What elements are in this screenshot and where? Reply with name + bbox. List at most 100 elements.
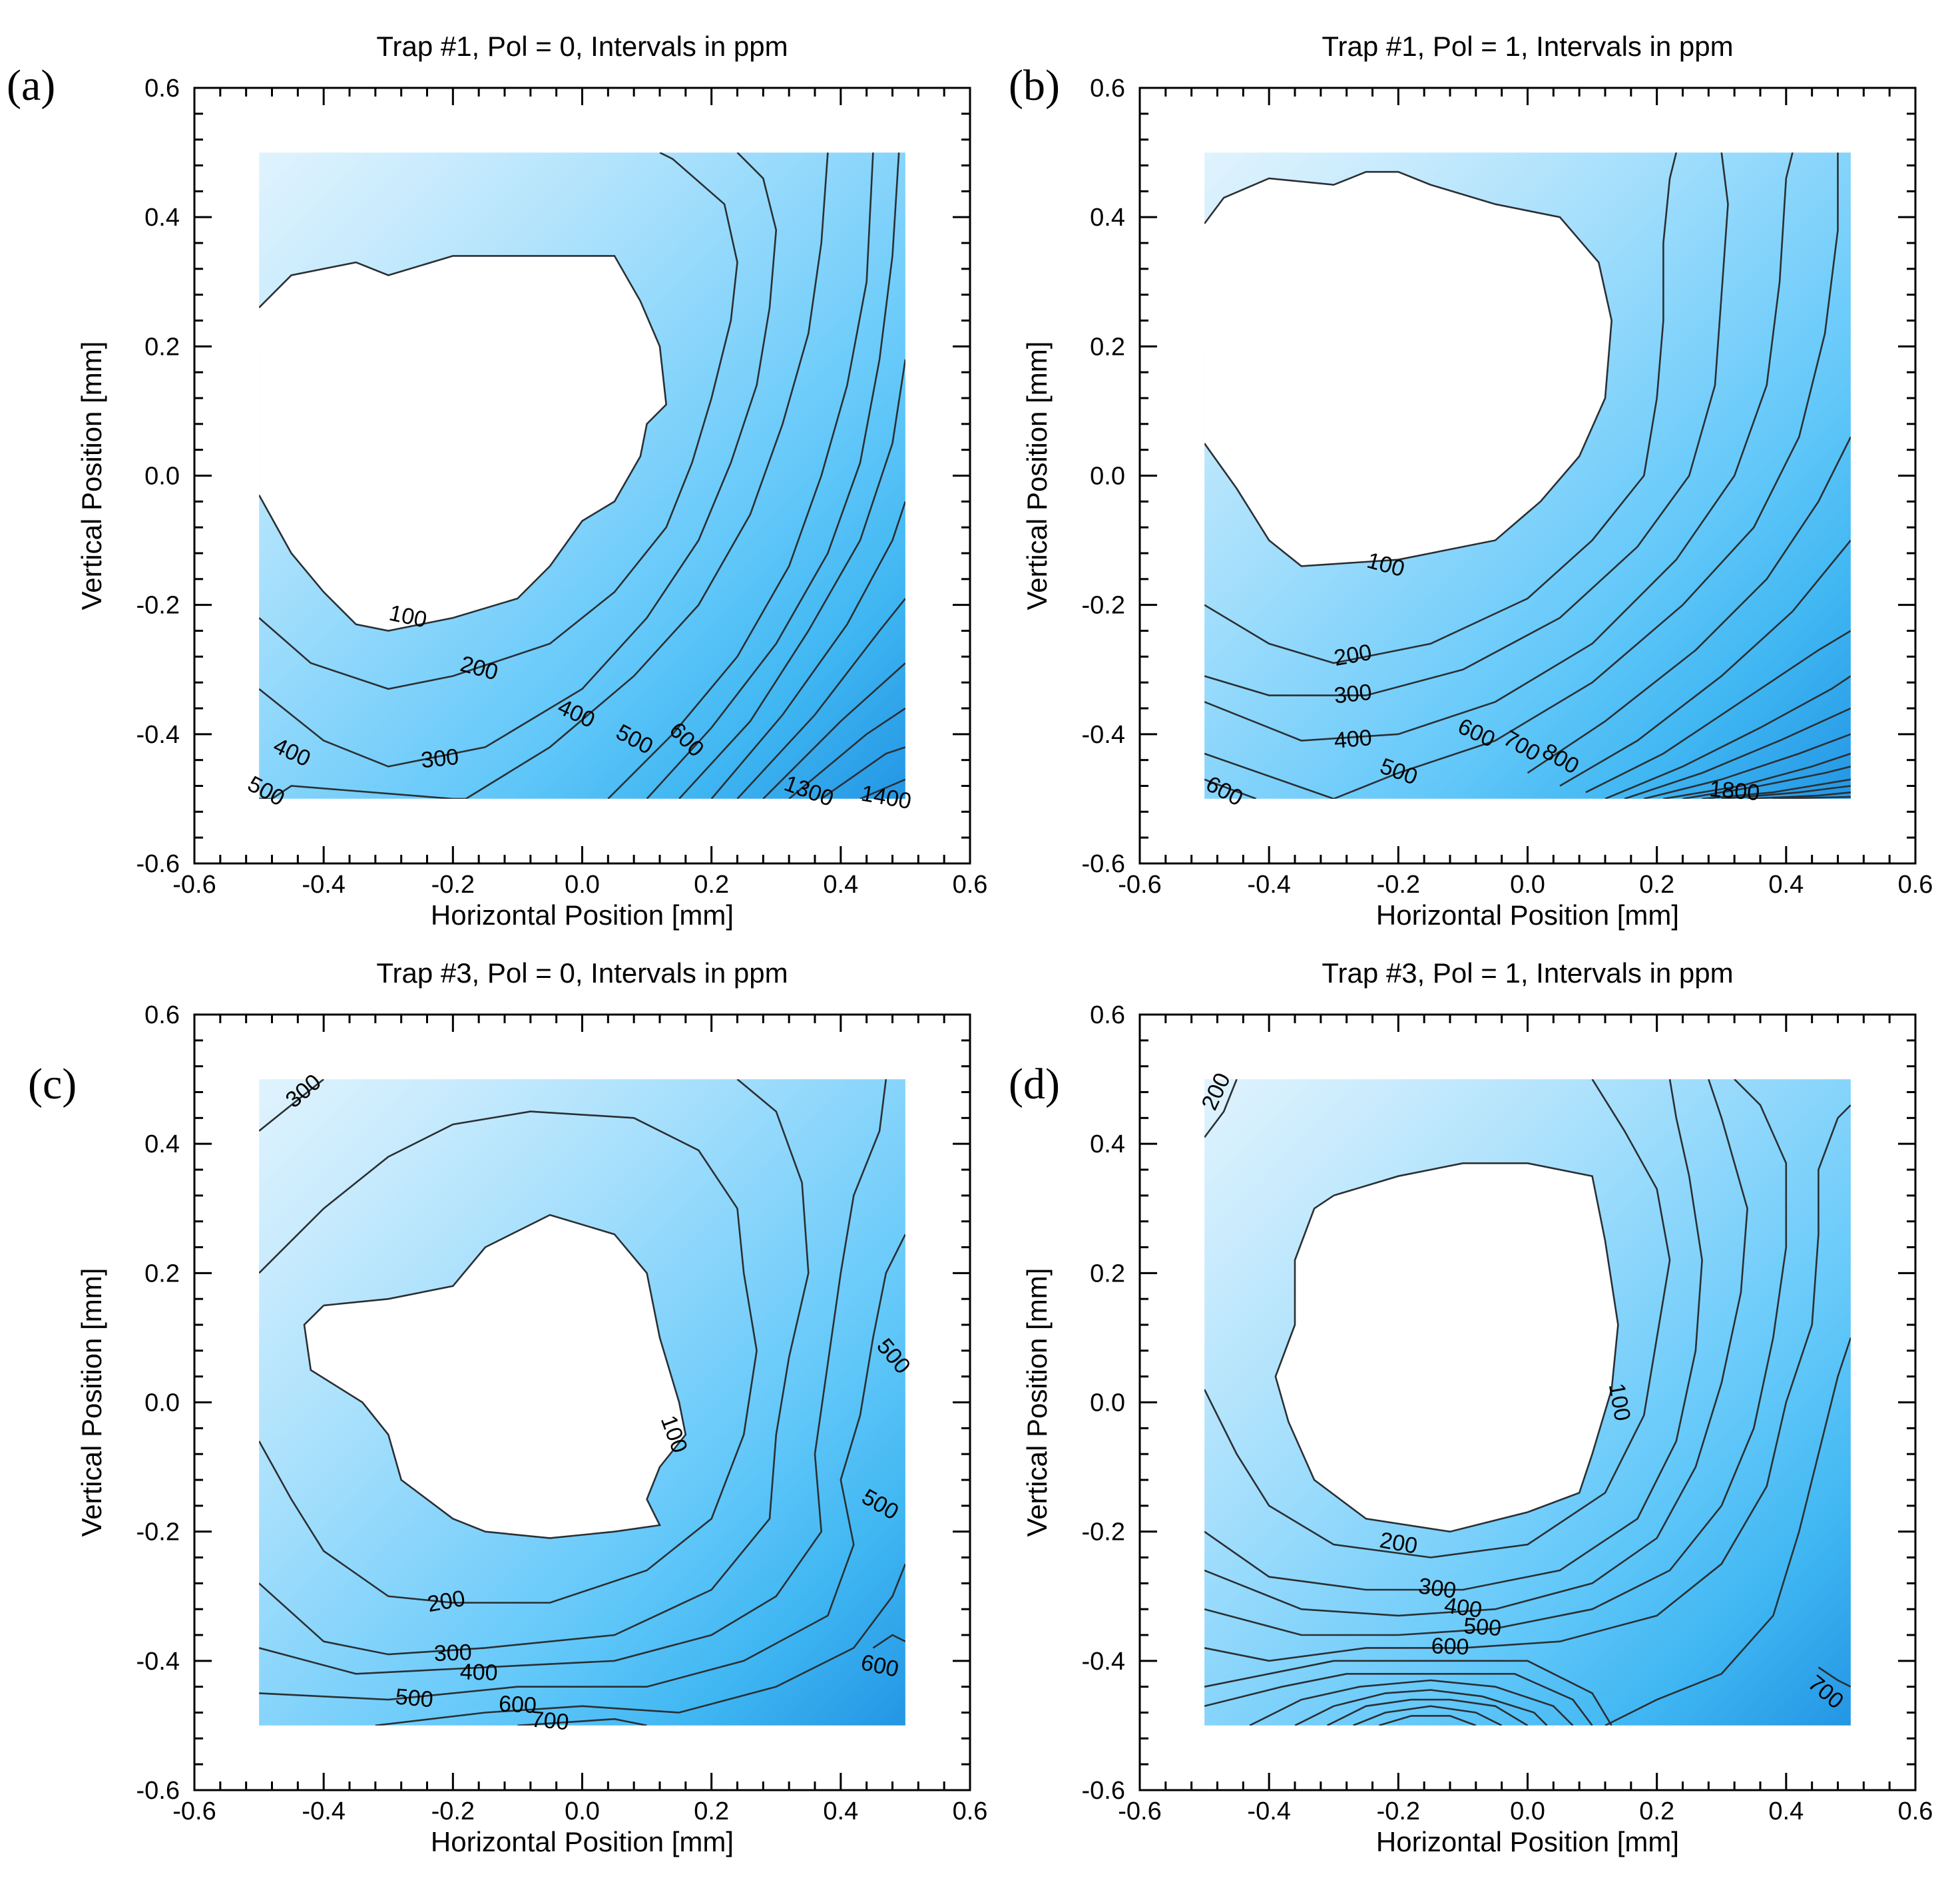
contour-line-1200 (1643, 733, 1851, 799)
core-region (1275, 1163, 1618, 1532)
y-tick-label: -0.2 (1082, 1519, 1125, 1546)
x-axis-label: Horizontal Position [mm] (1376, 899, 1679, 931)
contour-line-200 (1204, 1079, 1238, 1138)
core-region (259, 152, 666, 631)
y-tick-label: 0.2 (144, 333, 180, 361)
contour-line-1100 (1294, 1689, 1548, 1726)
y-tick-label: -0.2 (136, 1519, 180, 1546)
y-tick-label: -0.4 (136, 721, 180, 749)
x-tick-label: 0.4 (823, 871, 858, 899)
x-tick-label: 0.6 (953, 871, 988, 899)
x-tick-label: 0.6 (1898, 871, 1933, 899)
panel-label: (c) (28, 1060, 77, 1108)
contour-line-1400 (1378, 1715, 1477, 1726)
contour-label: 600 (1431, 1633, 1469, 1660)
contour-line-300 (1204, 152, 1729, 696)
contour-line-200 (1204, 152, 1678, 664)
x-axis-label: Horizontal Position [mm] (1376, 1826, 1679, 1857)
contour-line-800 (1559, 539, 1851, 787)
x-tick-label: -0.2 (431, 1797, 475, 1825)
contour-line-1100 (762, 662, 905, 799)
x-tick-label: -0.6 (1118, 1797, 1161, 1825)
x-tick-label: 0.0 (565, 871, 600, 899)
x-tick-label: -0.2 (1377, 871, 1420, 899)
contour-line-1000 (1249, 1679, 1574, 1726)
contour-line-300 (1204, 1079, 1703, 1591)
x-tick-label: -0.4 (1247, 871, 1290, 899)
contour-line-800 (678, 359, 905, 799)
chart-title: Trap #1, Pol = 1, Intervals in ppm (1322, 31, 1733, 62)
contour-line-100 (1204, 170, 1613, 567)
contour-field (1204, 1079, 1851, 1726)
y-tick-label: 0.2 (1090, 1260, 1125, 1288)
y-tick-label: -0.2 (136, 592, 180, 620)
x-tick-label: -0.2 (431, 871, 475, 899)
contour-line-1200 (1326, 1698, 1529, 1726)
y-tick-label: 0.0 (144, 1389, 180, 1417)
contour-label: 300 (420, 744, 460, 774)
contour-label: 1800 (1708, 776, 1761, 806)
contour-line-900 (710, 501, 905, 799)
y-tick-label: -0.6 (136, 850, 180, 878)
panel-label: (b) (1009, 61, 1060, 110)
chart-title: Trap #1, Pol = 0, Intervals in ppm (376, 31, 788, 62)
y-tick-label: 0.4 (1090, 204, 1125, 232)
contour-field (259, 152, 905, 799)
x-tick-label: 0.2 (1639, 871, 1674, 899)
panel-label: (a) (7, 61, 55, 110)
contour-line-200 (1204, 1079, 1671, 1558)
contour-label: 300 (1417, 1573, 1457, 1604)
contour-line-200 (259, 152, 738, 690)
contour-label: 400 (1333, 725, 1373, 754)
x-tick-label: 0.4 (1768, 871, 1804, 899)
x-tick-label: 0.2 (694, 1797, 729, 1825)
contour-label: 700 (530, 1707, 570, 1736)
contour-line-1000 (736, 598, 905, 799)
x-tick-label: 0.4 (1768, 1797, 1804, 1825)
contour-line-1000 (1604, 675, 1851, 799)
contour-line-400 (1204, 152, 1794, 742)
contour-line-1300 (820, 746, 905, 799)
contour-line-500 (259, 1234, 905, 1701)
contour-line-700 (517, 1718, 647, 1726)
core-region (1204, 152, 1612, 567)
contour-line-800 (1204, 1660, 1612, 1726)
x-tick-label: -0.2 (1377, 1797, 1420, 1825)
contour-line-400 (1204, 1079, 1748, 1617)
y-tick-label: -0.4 (1082, 1648, 1125, 1676)
x-tick-label: 0.2 (694, 871, 729, 899)
x-tick-label: 0.4 (823, 1797, 858, 1825)
x-tick-label: 0.0 (1510, 871, 1545, 899)
contour-line-600 (1204, 778, 1257, 799)
y-tick-label: -0.6 (1082, 1777, 1125, 1805)
y-tick-label: 0.6 (144, 1001, 180, 1029)
y-tick-label: 0.0 (144, 463, 180, 491)
y-tick-label: 0.0 (1090, 1389, 1125, 1417)
contour-label: 400 (1443, 1592, 1483, 1623)
x-tick-label: 0.0 (565, 1797, 600, 1825)
contour-line-1400 (1682, 766, 1851, 799)
contour-line-1700 (1747, 791, 1851, 799)
y-axis-label: Vertical Position [mm] (1021, 1268, 1053, 1537)
y-tick-label: -0.4 (136, 1648, 180, 1676)
contour-line-600 (607, 152, 874, 799)
contour-line-500 (1204, 1079, 1788, 1636)
contour-line-100 (259, 255, 668, 632)
contour-label: 300 (1333, 680, 1373, 709)
x-tick-label: -0.4 (302, 871, 345, 899)
contour-field (1204, 152, 1851, 799)
contour-line-900 (1585, 630, 1851, 794)
x-tick-label: -0.6 (172, 871, 216, 899)
x-axis-label: Horizontal Position [mm] (431, 899, 734, 931)
y-tick-label: 0.6 (1090, 75, 1125, 103)
chart-title: Trap #3, Pol = 0, Intervals in ppm (376, 957, 788, 989)
contour-label: 500 (1463, 1613, 1502, 1641)
y-tick-label: 0.6 (144, 75, 180, 103)
panel-label: (d) (1009, 1060, 1060, 1108)
y-tick-label: 0.4 (144, 204, 180, 232)
x-tick-label: -0.6 (172, 1797, 216, 1825)
